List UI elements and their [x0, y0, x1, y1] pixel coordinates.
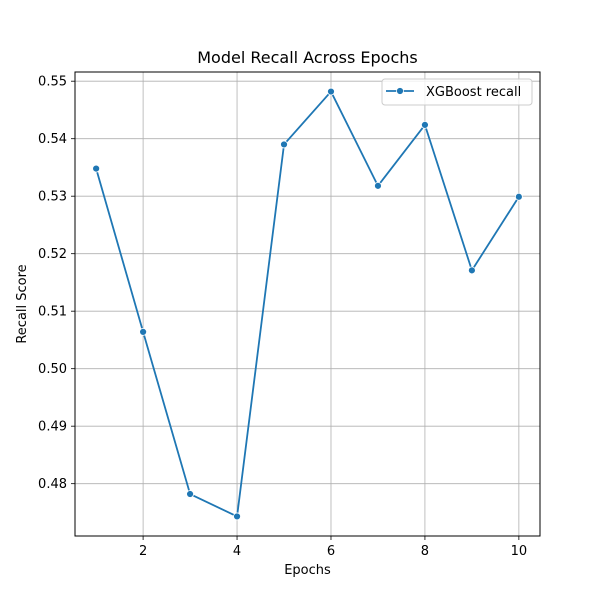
- y-tick-label: 0.53: [38, 190, 67, 205]
- x-tick-label: 2: [139, 544, 147, 559]
- data-point: [514, 192, 523, 201]
- data-point: [139, 327, 148, 336]
- y-tick-label: 0.52: [38, 247, 67, 262]
- y-tick-label: 0.49: [38, 420, 67, 435]
- y-tick-label: 0.51: [38, 305, 67, 320]
- x-tick-label: 6: [327, 544, 335, 559]
- legend-marker-swatch: [396, 87, 404, 95]
- data-point: [186, 490, 194, 498]
- grid: [75, 72, 540, 536]
- y-axis-label: Recall Score: [15, 264, 30, 343]
- x-tick-label: 4: [233, 544, 241, 559]
- legend-box: [381, 78, 533, 106]
- data-point: [280, 140, 288, 149]
- data-point: [233, 512, 241, 521]
- x-axis-label: Epochs: [284, 563, 331, 578]
- y-tick-label: 0.54: [38, 132, 67, 147]
- data-point: [327, 87, 335, 96]
- x-tick-label: 10: [511, 544, 528, 559]
- plot-frame: [74, 71, 541, 537]
- data-point: [421, 120, 429, 129]
- chart-title: Model Recall Across Epochs: [197, 48, 418, 67]
- data-point: [374, 181, 382, 190]
- y-axis-ticks: 0.48 0.49 0.50 0.51 0.52 0.53 0.54 0.55: [38, 75, 75, 492]
- series-line: [95, 90, 520, 518]
- legend-label: XGBoost recall: [426, 85, 521, 100]
- y-tick-label: 0.55: [38, 75, 67, 90]
- x-tick-label: 8: [421, 544, 429, 559]
- x-axis-ticks: 2 4 6 8 10: [139, 536, 527, 559]
- series-layer: [92, 87, 523, 521]
- data-point: [92, 164, 101, 173]
- y-tick-label: 0.50: [38, 362, 67, 377]
- legend: XGBoost recall: [381, 78, 533, 106]
- y-tick-label: 0.48: [38, 477, 67, 492]
- data-point: [467, 266, 476, 275]
